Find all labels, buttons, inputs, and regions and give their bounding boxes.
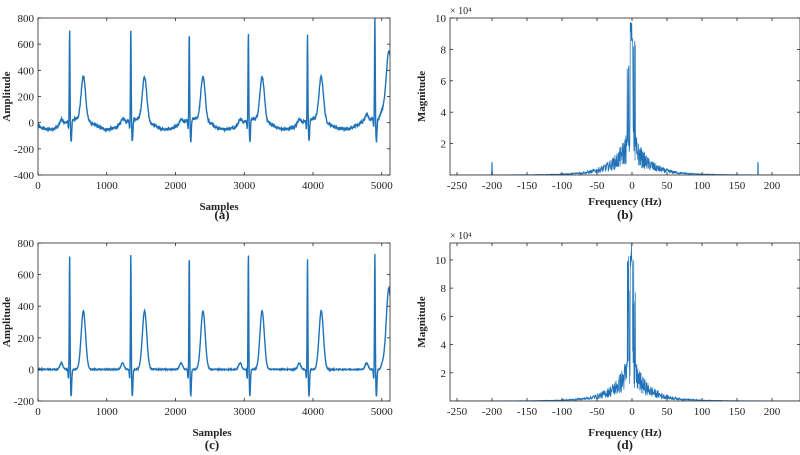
y-tick-label: 8	[441, 44, 447, 56]
x-tick-label: 150	[729, 406, 746, 418]
x-tick-label: -150	[517, 180, 538, 192]
x-tick-label: 3000	[233, 406, 256, 418]
y-axis-title: Magnitude	[416, 71, 428, 122]
axes-box-d	[449, 242, 800, 402]
y-tick-label: -200	[14, 144, 35, 156]
y-tick-label: 4	[441, 340, 447, 352]
axes-box-a	[37, 17, 391, 176]
y-tick-label: 2	[441, 139, 447, 151]
y-tick-label: 0	[29, 364, 35, 376]
y-tick-label: 2	[441, 368, 447, 380]
y-tick-label: 200	[18, 333, 35, 345]
x-tick-label: 200	[764, 180, 781, 192]
x-tick-label: 5000	[371, 180, 394, 192]
x-tick-label: 5000	[371, 406, 394, 418]
x-tick-label: -150	[517, 406, 538, 418]
x-axis-title: Samples	[199, 201, 239, 213]
panel-b: -250 -200 -150 -100 -50 0 50 100 150 200 2 4 6 8 10× 1…	[416, 6, 800, 222]
x-tick-label: 50	[662, 180, 674, 192]
x-axis-title: Samples	[192, 427, 232, 439]
x-tick-label: -50	[590, 406, 605, 418]
panel-caption: (a)	[214, 207, 229, 222]
x-tick-label: 100	[694, 180, 711, 192]
y-tick-label: 6	[441, 311, 447, 323]
y-tick-label: 800	[18, 238, 35, 250]
axes-box-c	[37, 242, 391, 402]
y-tick-label: 400	[18, 65, 35, 77]
y-axis-title: Amplitude	[1, 297, 13, 347]
x-tick-label: -250	[447, 180, 468, 192]
x-tick-label: 0	[629, 180, 635, 192]
series-line-a	[38, 18, 390, 143]
x-tick-label: 0	[35, 406, 41, 418]
x-tick-label: -250	[447, 406, 468, 418]
y-tick-label: 4	[441, 107, 447, 119]
panel-caption: (d)	[617, 437, 633, 452]
panel-d: -250 -200 -150 -100 -50 0 50 100 150 200 2 4 6 8 10 × 1…	[416, 231, 800, 452]
y-tick-label: 0	[29, 118, 35, 130]
y-axis-title: Magnitude	[416, 296, 428, 347]
x-tick-label: 0	[629, 406, 635, 418]
y-tick-label: 400	[18, 301, 35, 313]
x-tick-label: 1000	[96, 180, 119, 192]
y-axis-title: Amplitude	[1, 71, 13, 121]
x-tick-label: 2000	[165, 406, 188, 418]
exponent-label: × 10⁴	[450, 6, 472, 17]
panel-a: 0 1000 2000 3000 4000 5000 -400 -200 0 200 400 600 8…	[1, 13, 393, 222]
y-tick-label: 8	[441, 283, 447, 295]
x-tick-label: 1000	[96, 406, 119, 418]
panel-caption: (c)	[205, 437, 219, 452]
x-tick-label: 50	[662, 406, 674, 418]
x-tick-label: -200	[482, 180, 503, 192]
exponent-label: × 10⁴	[450, 231, 472, 242]
x-tick-label: -100	[552, 406, 573, 418]
x-tick-label: 4000	[302, 406, 325, 418]
x-tick-label: 4000	[302, 180, 325, 192]
y-tick-label: 10	[435, 13, 447, 25]
x-tick-label: 0	[35, 180, 41, 192]
x-axis-title: Frequency (Hz)	[588, 427, 662, 439]
series-line-c	[38, 254, 390, 398]
y-tick-label: 10	[435, 255, 447, 267]
series-line-b	[450, 21, 800, 175]
x-tick-label: 3000	[233, 180, 256, 192]
series-line-d	[450, 243, 800, 401]
y-tick-label: -200	[14, 396, 35, 408]
x-tick-label: 2000	[165, 180, 188, 192]
y-tick-label: 200	[18, 92, 35, 104]
panel-caption: (b)	[617, 207, 633, 222]
x-axis-title: Frequency (Hz)	[588, 196, 662, 208]
x-tick-label: 150	[729, 180, 746, 192]
panel-c: 0 1000 2000 3000 4000 5000-2000200400600800Sa…	[1, 238, 393, 452]
x-tick-label: -50	[590, 180, 605, 192]
axes-box-b	[449, 17, 800, 176]
y-tick-label: 600	[18, 270, 35, 282]
y-tick-label: 800	[18, 13, 35, 25]
x-tick-label: 200	[764, 406, 781, 418]
y-tick-label: 6	[441, 76, 447, 88]
y-tick-label: 600	[18, 39, 35, 51]
x-tick-label: -200	[482, 406, 503, 418]
x-tick-label: 100	[694, 406, 711, 418]
x-tick-label: -100	[552, 180, 573, 192]
y-tick-label: -400	[14, 170, 35, 182]
